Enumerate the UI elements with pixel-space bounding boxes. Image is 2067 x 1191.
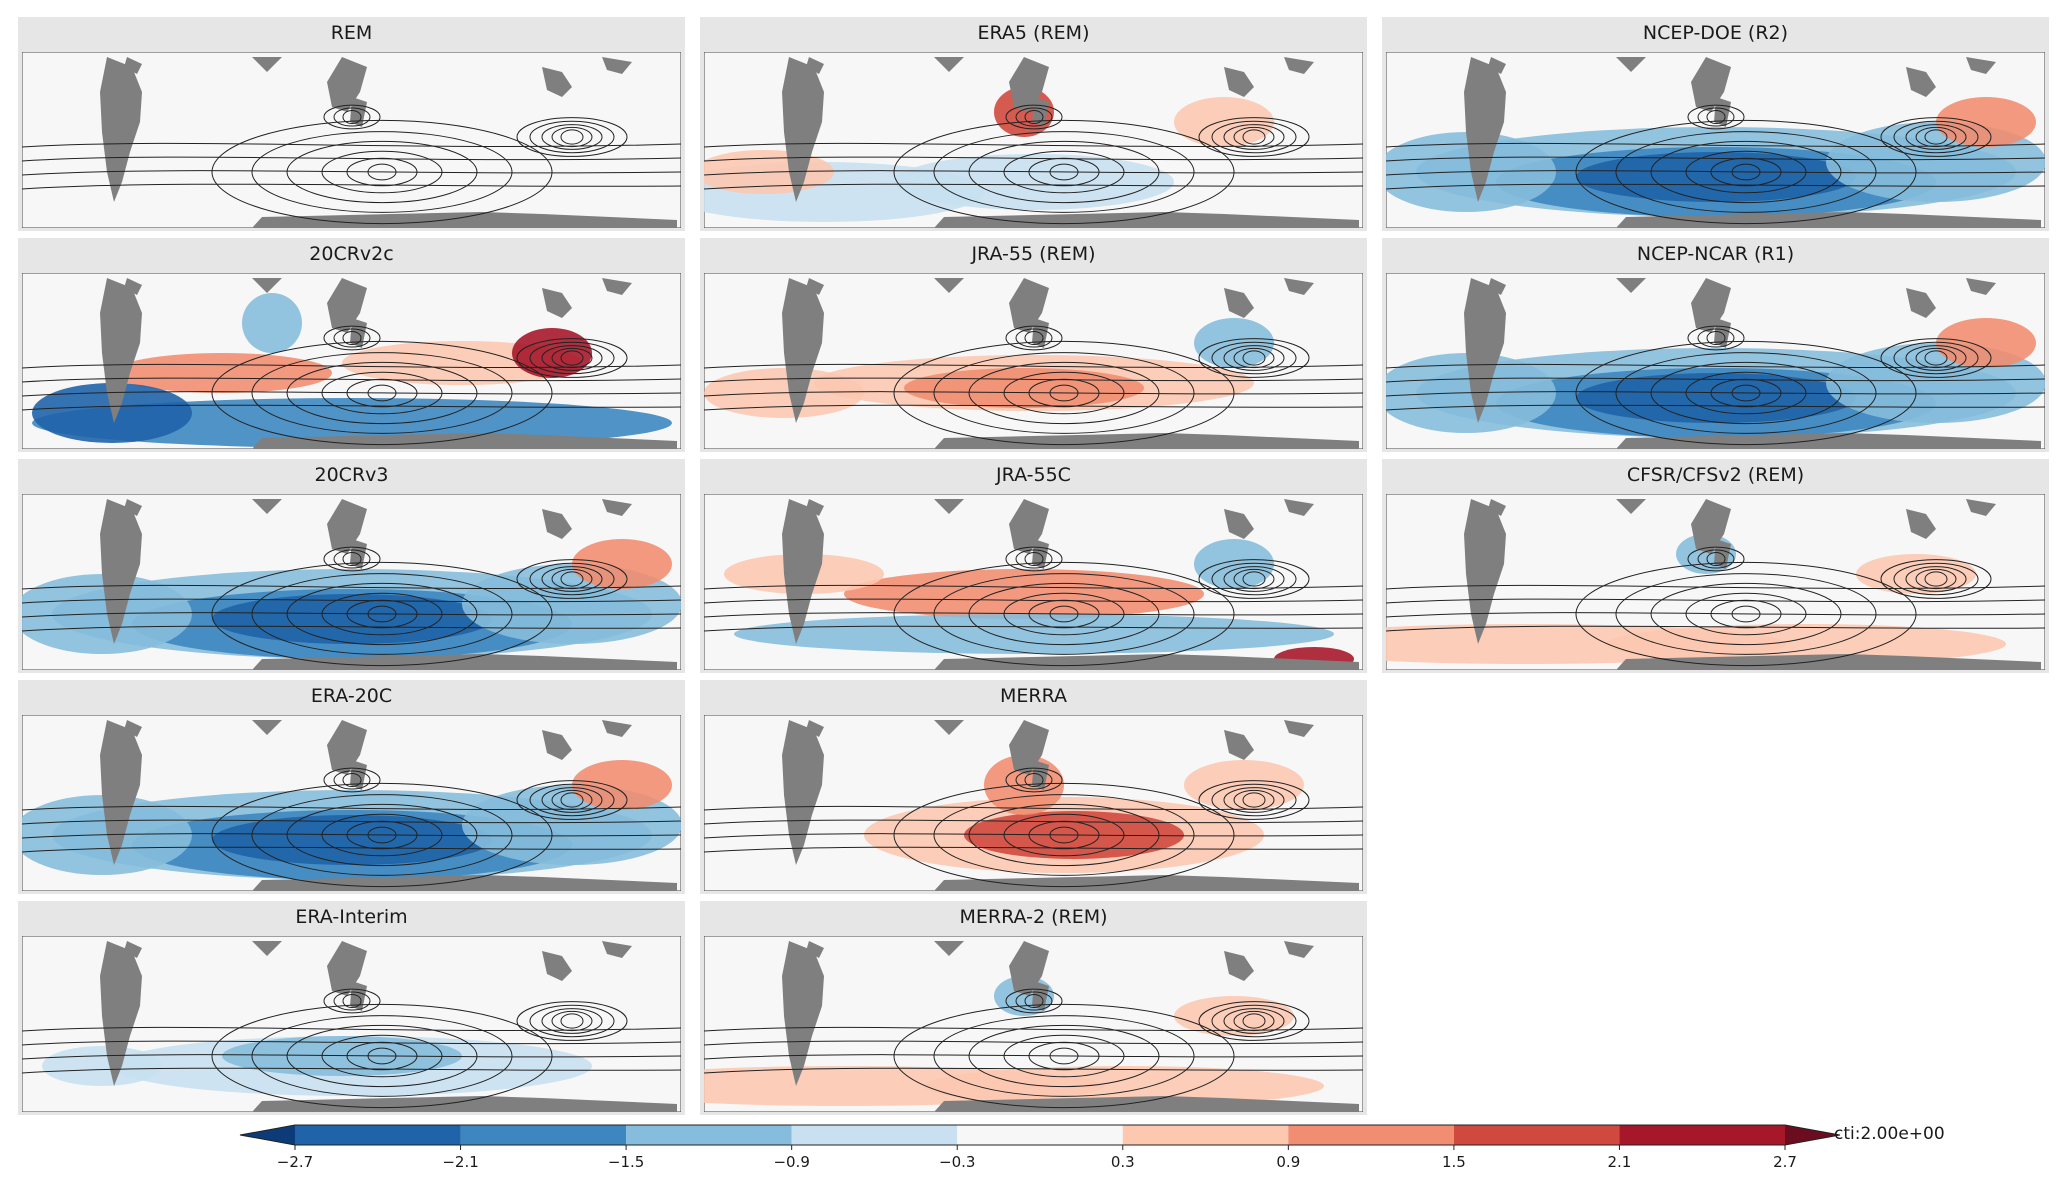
- anomaly-map: [704, 715, 1363, 891]
- colorbar-segment: [460, 1125, 627, 1145]
- colorbar-segment: [1619, 1125, 1785, 1145]
- anomaly-map: [704, 936, 1363, 1112]
- map-panel: 20CRv3: [18, 459, 685, 673]
- map-panel: NCEP-DOE (R2): [1382, 17, 2049, 231]
- anomaly-map: [704, 52, 1363, 228]
- panel-title: REM: [330, 22, 373, 44]
- colorbar-segment: [626, 1125, 792, 1145]
- panel-title: JRA-55 (REM): [971, 243, 1096, 265]
- map-panel: ERA-Interim: [18, 901, 685, 1115]
- panel-title: ERA5 (REM): [977, 22, 1090, 44]
- panel-title: JRA-55C: [996, 464, 1071, 486]
- anomaly-map: [22, 715, 681, 891]
- colorbar-label: cti:2.00e+00: [1834, 1124, 1945, 1144]
- colorbar-extend-high: [1785, 1125, 1840, 1145]
- panel-title: ERA-20C: [310, 685, 393, 707]
- panel-title: 20CRv3: [314, 464, 389, 486]
- panel-title: MERRA-2 (REM): [959, 906, 1108, 928]
- anomaly-map: [22, 52, 681, 228]
- colorbar-extend-low: [240, 1125, 295, 1145]
- colorbar-tick-label: −0.3: [939, 1153, 975, 1171]
- colorbar-tick-label: −0.9: [773, 1153, 809, 1171]
- anomaly-map: [1386, 52, 2045, 228]
- map-panel: 20CRv2c: [18, 238, 685, 452]
- panel-title: ERA-Interim: [295, 906, 408, 928]
- colorbar-tick-label: −1.5: [608, 1153, 644, 1171]
- colorbar: −2.7 −2.1 −1.5 −0.9 −0.3 0.3 0.9 1.5 2.1 2.7: [220, 1120, 1860, 1180]
- colorbar-tick-label: 1.5: [1442, 1153, 1466, 1171]
- map-panel: MERRA-2 (REM): [700, 901, 1367, 1115]
- colorbar-tick-label: 2.7: [1773, 1153, 1797, 1171]
- anomaly-map: [1386, 273, 2045, 449]
- map-panel: JRA-55 (REM): [700, 238, 1367, 452]
- map-panel: JRA-55C: [700, 459, 1367, 673]
- map-panel: CFSR/CFSv2 (REM): [1382, 459, 2049, 673]
- anomaly-map: [1386, 494, 2045, 670]
- anomaly-map: [704, 273, 1363, 449]
- panel-title: MERRA: [999, 685, 1068, 707]
- colorbar-segment: [1288, 1125, 1454, 1145]
- map-panel: ERA5 (REM): [700, 17, 1367, 231]
- colorbar-segment: [957, 1125, 1123, 1145]
- panel-title: CFSR/CFSv2 (REM): [1626, 464, 1805, 486]
- colorbar-tick-label: 0.9: [1276, 1153, 1300, 1171]
- colorbar-svg: −2.7 −2.1 −1.5 −0.9 −0.3 0.3 0.9 1.5 2.1 2.7: [239, 1124, 1841, 1171]
- anomaly-map: [22, 494, 681, 670]
- colorbar-tick-label: −2.7: [277, 1153, 313, 1171]
- map-panel: ERA-20C: [18, 680, 685, 894]
- panel-title: NCEP-DOE (R2): [1642, 22, 1789, 44]
- colorbar-segment: [1453, 1125, 1620, 1145]
- panel-title: NCEP-NCAR (R1): [1636, 243, 1795, 265]
- colorbar-segment: [295, 1125, 461, 1145]
- colorbar-segment: [1122, 1125, 1289, 1145]
- anomaly-map: [704, 494, 1363, 670]
- anomaly-map: [22, 936, 681, 1112]
- colorbar-tick-label: 2.1: [1608, 1153, 1632, 1171]
- panel-title: 20CRv2c: [309, 243, 394, 265]
- colorbar-tick-label: −2.1: [442, 1153, 478, 1171]
- map-panel: NCEP-NCAR (R1): [1382, 238, 2049, 452]
- map-panel: MERRA: [700, 680, 1367, 894]
- colorbar-segment: [791, 1125, 958, 1145]
- anomaly-map: [22, 273, 681, 449]
- colorbar-tick-label: 0.3: [1111, 1153, 1135, 1171]
- map-panel: REM: [18, 17, 685, 231]
